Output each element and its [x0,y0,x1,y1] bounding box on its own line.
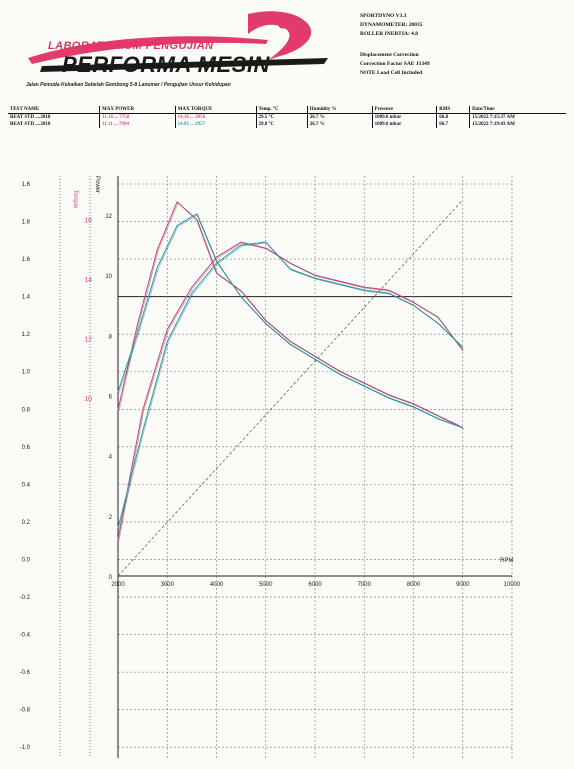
left-tick-label: -0.8 [20,708,31,714]
dyno-info: SPORTDYNO V3.3 DYNAMOMETER: 20035 ROLLER… [360,12,430,78]
pressure: 1009.6 mbar [371,121,437,128]
power-tick-label: 10 [105,274,112,280]
x-axis-label: RPM [500,558,513,564]
results-table: TEST NAME MAX POWER MAX TORQUE Temp. °C … [8,106,566,128]
correction-factor: Correction Factor SAE J1349 [360,61,430,67]
torque-tick-label: 12 [84,336,92,343]
left-tick-label: 1.4 [22,295,31,301]
left-tick-label: 0.2 [22,520,31,526]
power-tick-label: 0 [109,575,113,581]
column-header: RMS [436,106,470,114]
column-header: TEST NAME [8,106,100,114]
left-tick-label: 0.0 [22,557,31,563]
series-line-torque-run2 [117,213,463,429]
max-power: 11.11 ... 7994 [99,121,176,128]
table-row: BEAT STD ....2018 11.16 ... 7750 14.16 .… [8,113,566,121]
power-axis-label: Power [94,176,100,193]
x-tick-label: 5000 [259,582,273,588]
reference-diagonal [117,199,464,577]
column-header: MAX TORQUE [174,106,257,114]
max-power: 11.16 ... 7750 [99,113,176,121]
power-tick-label: 8 [109,334,113,340]
left-tick-label: -0.4 [20,633,31,639]
date-time: 15/2022 7:19:43 AM [469,121,566,128]
temperature: 29.5 °C [255,113,308,121]
roller-inertia: ROLLER INERTIA: 4.8 [360,31,419,37]
displacement-correction: Displacement Correction [360,52,419,58]
series-line-power-run1 [117,241,464,541]
torque-axis-label: Torque [72,190,78,209]
x-tick-label: 3000 [161,582,175,588]
series-shadow-line [118,242,464,529]
x-tick-label: 6000 [308,582,322,588]
left-tick-label: 0.8 [22,407,31,413]
left-tick-label: -0.2 [20,595,31,601]
rms: 66.7 [436,121,470,128]
test-name: BEAT STD ....2018 [10,122,51,127]
max-torque: 14.93 ... 2957 [174,121,257,128]
logo-swoosh-icon [28,11,328,72]
torque-tick-label: 10 [84,396,92,403]
column-header: Humidity % [306,106,373,114]
left-tick-label: 1.0 [22,370,31,376]
x-tick-label: 2000 [111,582,125,588]
left-tick-label: 1.2 [22,332,31,338]
table-header-row: TEST NAME MAX POWER MAX TORQUE Temp. °C … [8,106,566,114]
x-tick-label: 7000 [358,582,372,588]
column-header: MAX POWER [99,106,176,114]
series-shadow-line [118,242,465,541]
lab-address: Jalan Pemuda Kebaikan Sebelah Gembong 5-… [26,82,231,88]
power-tick-label: 2 [109,515,113,521]
lab-logo: LABORATORIUM PENGUJIAN PERFORMA MESIN Ja… [18,6,338,92]
power-tick-label: 12 [105,214,112,220]
temperature: 29.8 °C [255,121,308,128]
software-version: SPORTDYNO V3.3 [360,13,407,19]
series-shadow-line [118,214,464,429]
column-header: Temp. °C [255,106,308,114]
x-tick-label: 4000 [210,582,224,588]
power-tick-label: 6 [109,395,113,401]
torque-tick-label: 16 [84,218,92,225]
column-header: Pressure [371,106,437,114]
left-tick-label: 1.6 [22,182,31,188]
column-header: Date/Time [469,106,566,114]
test-name: BEAT STD ....2018 [10,115,51,120]
left-tick-label: -0.6 [20,670,31,676]
lab-name: LABORATORIUM PENGUJIAN [48,40,214,52]
date-time: 15/2022 7:15:37 AM [469,113,566,121]
torque-tick-label: 14 [84,277,92,284]
series-line-power-run2 [117,241,464,529]
left-tick-label: 1.6 [22,257,31,263]
power-tick-label: 4 [109,455,113,461]
left-tick-label: -1.0 [20,745,31,751]
series-line-torque-run1 [117,201,464,428]
humidity: 26.7 % [306,113,373,121]
x-tick-label: 9000 [456,582,470,588]
x-tick-label: 10000 [504,582,521,588]
table-row: BEAT STD ....2018 11.11 ... 7994 14.93 .… [8,121,566,128]
brand-name: PERFORMA MESIN [62,52,270,77]
max-torque: 14.16 ... 2050 [174,113,257,121]
left-tick-label: 0.4 [22,482,31,488]
series-shadow-line [118,202,464,429]
left-tick-label: 1.8 [22,220,31,226]
pressure: 1009.6 mbar [371,113,437,121]
humidity: 26.7 % [306,121,373,128]
left-tick-label: 0.6 [22,445,31,451]
rms: 66.8 [436,113,470,121]
x-tick-label: 8000 [407,582,421,588]
dynamometer-id: DYNAMOMETER: 20035 [360,22,423,28]
note: NOTE Load Cell Included [360,70,423,76]
